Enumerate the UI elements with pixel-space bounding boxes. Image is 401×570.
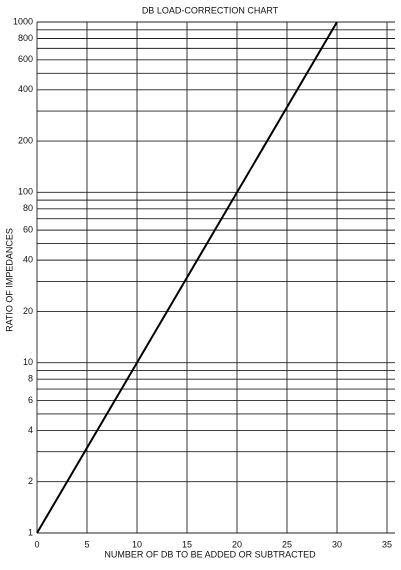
y-tick-label: 60 [23,224,33,234]
y-tick-label: 10 [23,357,33,367]
x-tick-label: 30 [332,539,342,549]
y-tick-label: 4 [28,425,33,435]
x-tick-label: 10 [132,539,142,549]
y-tick-label: 1 [28,527,33,537]
x-tick-label: 5 [84,539,89,549]
y-tick-label: 100 [18,187,33,197]
data-line [36,21,338,534]
x-tick-label: 20 [232,539,242,549]
y-tick-label: 20 [23,306,33,316]
y-tick-label: 200 [18,135,33,145]
y-tick-label: 800 [18,33,33,43]
y-tick-label: 8 [28,374,33,384]
y-tick-label: 2 [28,476,33,486]
x-tick-label: 35 [382,539,392,549]
y-tick-label: 40 [23,254,33,264]
y-tick-label: 6 [28,395,33,405]
y-tick-label: 1000 [13,16,33,26]
x-tick-label: 15 [182,539,192,549]
y-tick-label: 400 [18,84,33,94]
y-axis-label: RATIO OF IMPEDANCES [4,228,14,332]
y-tick-label: 600 [18,54,33,64]
x-tick-label: 0 [34,539,39,549]
chart-title: DB LOAD-CORRECTION CHART [142,5,279,15]
x-tick-label: 25 [282,539,292,549]
x-axis-label: NUMBER OF DB TO BE ADDED OR SUBTRACTED [104,549,316,559]
y-tick-label: 80 [23,203,33,213]
